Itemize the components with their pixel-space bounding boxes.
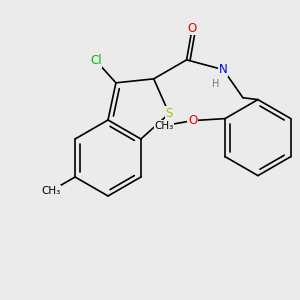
Text: CH₃: CH₃ <box>41 186 61 196</box>
Text: H: H <box>212 79 219 89</box>
Text: S: S <box>166 107 173 120</box>
Text: O: O <box>188 22 197 34</box>
Text: Cl: Cl <box>90 54 102 67</box>
Text: N: N <box>219 63 228 76</box>
Text: CH₃: CH₃ <box>154 121 174 130</box>
Text: O: O <box>188 114 197 127</box>
